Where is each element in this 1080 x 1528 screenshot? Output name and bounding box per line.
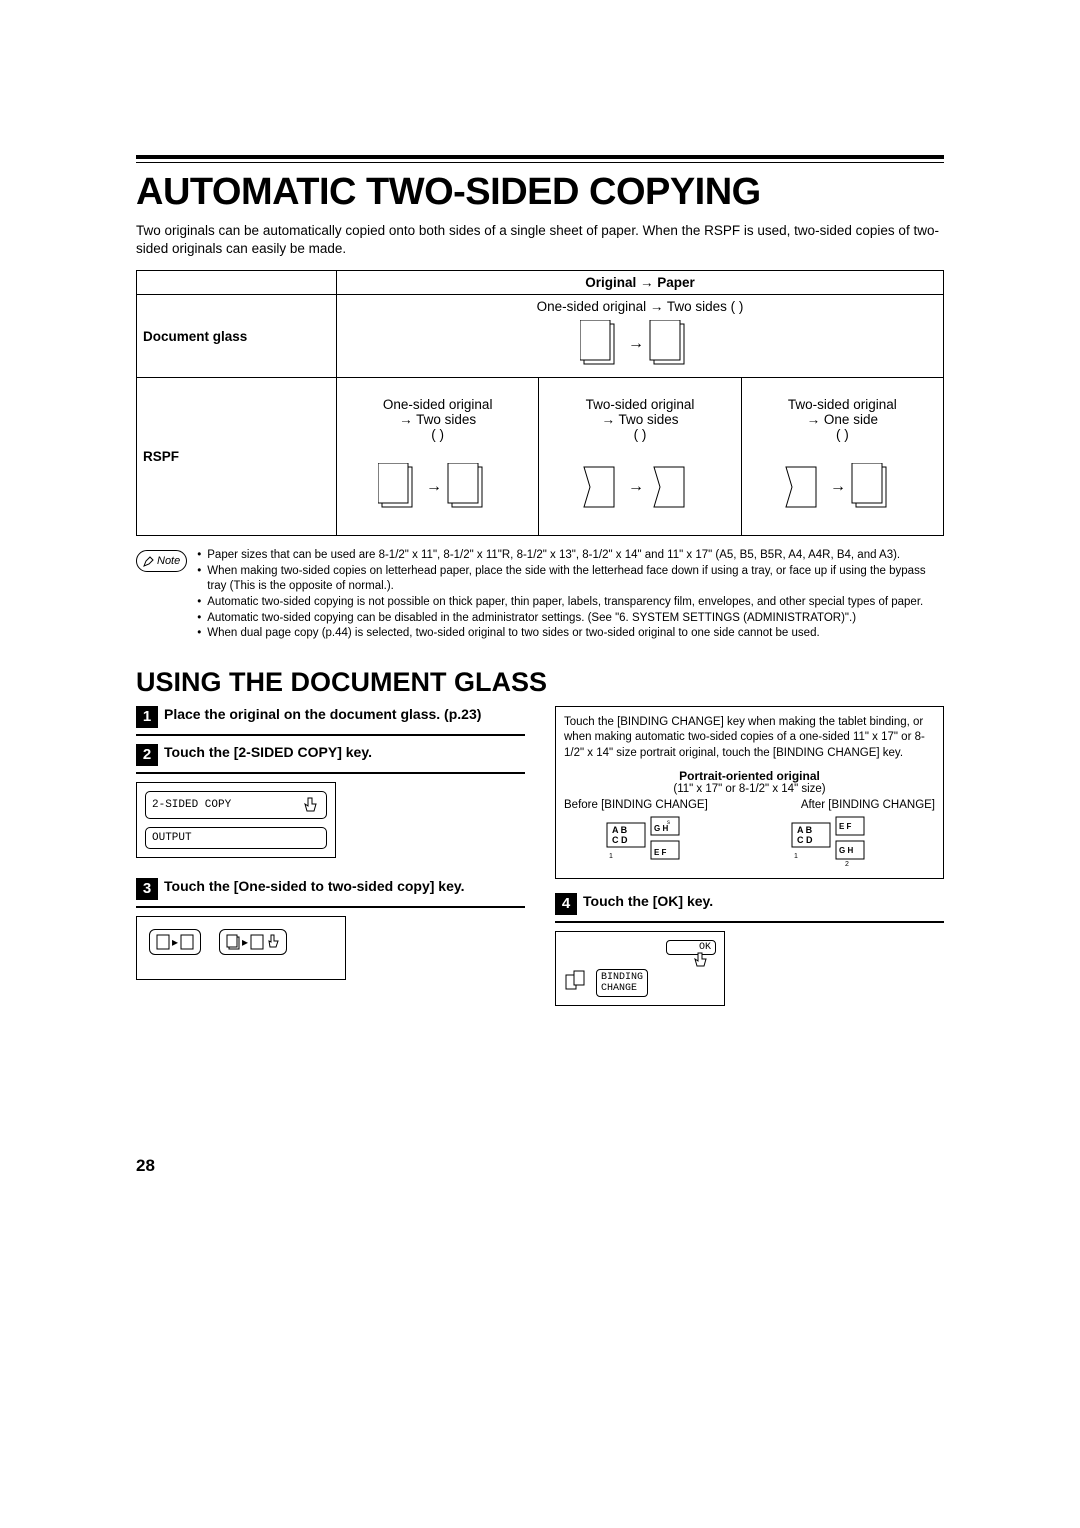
ui-panel-ok: OK BINDING CHANGE bbox=[555, 931, 725, 1006]
svg-text:A B: A B bbox=[797, 825, 813, 835]
svg-text:C D: C D bbox=[612, 835, 628, 845]
note-item: Automatic two-sided copying is not possi… bbox=[197, 595, 944, 611]
binding-subtitle: (11" x 17" or 8-1/2" x 14" size) bbox=[564, 783, 935, 795]
row-rspf: RSPF bbox=[137, 378, 337, 536]
change-label: CHANGE bbox=[601, 983, 643, 994]
step-4: 4 Touch the [OK] key. bbox=[555, 893, 944, 915]
step-2-text: Touch the [2-SIDED COPY] key. bbox=[164, 744, 372, 766]
step-2: 2 Touch the [2-SIDED COPY] key. bbox=[136, 744, 525, 766]
table-header: Original → Paper bbox=[337, 271, 944, 295]
two-sided-copy-button[interactable]: 2-SIDED COPY bbox=[145, 791, 327, 819]
binding-info-text: Touch the [BINDING CHANGE] key when maki… bbox=[564, 715, 935, 762]
rspf-diagram-a: → bbox=[343, 448, 532, 516]
left-column: 1 Place the original on the document gla… bbox=[136, 706, 525, 1007]
binding-info-box: Touch the [BINDING CHANGE] key when maki… bbox=[555, 706, 944, 880]
note-item: Automatic two-sided copying can be disab… bbox=[197, 611, 944, 627]
svg-text:→: → bbox=[426, 478, 442, 495]
manual-page: AUTOMATIC TWO-SIDED COPYING Two original… bbox=[0, 0, 1080, 1236]
ok-button[interactable]: OK bbox=[666, 940, 716, 955]
note-list: Paper sizes that can be used are 8-1/2" … bbox=[187, 548, 944, 641]
copy-mode-table: Original → Paper Document glass One-side… bbox=[136, 270, 944, 536]
before-label: Before [BINDING CHANGE] bbox=[564, 799, 708, 811]
ui-panel-2sided: 2-SIDED COPY OUTPUT bbox=[136, 782, 336, 858]
svg-text:E F: E F bbox=[654, 848, 667, 857]
svg-text:1: 1 bbox=[794, 853, 798, 860]
svg-text:2: 2 bbox=[845, 861, 849, 868]
note-item: Paper sizes that can be used are 8-1/2" … bbox=[197, 548, 944, 564]
output-label: OUTPUT bbox=[152, 832, 192, 844]
one-to-two-option[interactable]: ▸ bbox=[219, 929, 287, 955]
two-sided-copy-label: 2-SIDED COPY bbox=[152, 799, 231, 811]
row-document-glass: Document glass bbox=[137, 295, 337, 378]
ui-panel-copymode: ▸ ▸ bbox=[136, 916, 346, 980]
hand-pointer-icon bbox=[266, 934, 280, 950]
note-item: When making two-sided copies on letterhe… bbox=[197, 564, 944, 595]
svg-text:G H: G H bbox=[654, 824, 668, 833]
step-1: 1 Place the original on the document gla… bbox=[136, 706, 525, 728]
output-button[interactable]: OUTPUT bbox=[145, 827, 327, 849]
svg-text:→: → bbox=[628, 478, 644, 495]
intro-text: Two originals can be automatically copie… bbox=[136, 222, 944, 258]
after-label: After [BINDING CHANGE] bbox=[801, 799, 935, 811]
pencil-icon bbox=[143, 555, 155, 567]
step-4-text: Touch the [OK] key. bbox=[583, 893, 713, 915]
note-label: Note bbox=[157, 555, 180, 567]
note-box: Note Paper sizes that can be used are 8-… bbox=[136, 548, 944, 641]
binding-change-button[interactable]: BINDING CHANGE bbox=[596, 969, 648, 997]
rspf-cell-b: Two-sided original → Two sides ( ) bbox=[586, 397, 695, 442]
svg-text:C D: C D bbox=[797, 835, 813, 845]
step-1-text: Place the original on the document glass… bbox=[164, 706, 481, 728]
svg-text:→: → bbox=[830, 478, 846, 495]
title-rule bbox=[136, 155, 944, 163]
right-column: Touch the [BINDING CHANGE] key when maki… bbox=[555, 706, 944, 1007]
binding-label: BINDING bbox=[601, 972, 643, 983]
binding-diagram: A B C D 1 s G H E F A B C D 1 bbox=[564, 815, 935, 870]
step-3-text: Touch the [One-sided to two-sided copy] … bbox=[164, 878, 465, 900]
hand-pointer-icon bbox=[692, 951, 710, 969]
step-number: 2 bbox=[136, 744, 158, 766]
docglass-caption: One-sided original → Two sides ( ) bbox=[343, 299, 937, 314]
page-number: 28 bbox=[136, 1156, 944, 1176]
svg-text:E F: E F bbox=[839, 822, 852, 831]
page-title: AUTOMATIC TWO-SIDED COPYING bbox=[136, 171, 944, 214]
one-to-one-option[interactable]: ▸ bbox=[149, 929, 201, 955]
svg-text:→: → bbox=[628, 335, 644, 352]
hand-pointer-icon bbox=[302, 796, 320, 814]
rspf-diagram-b: → bbox=[545, 448, 734, 516]
step-3: 3 Touch the [One-sided to two-sided copy… bbox=[136, 878, 525, 900]
step-number: 1 bbox=[136, 706, 158, 728]
note-pill: Note bbox=[136, 550, 187, 572]
binding-title: Portrait-oriented original bbox=[564, 769, 935, 783]
rspf-cell-a: One-sided original → Two sides ( ) bbox=[383, 397, 493, 442]
svg-text:1: 1 bbox=[609, 853, 613, 860]
svg-text:G H: G H bbox=[839, 846, 853, 855]
note-item: When dual page copy (p.44) is selected, … bbox=[197, 626, 944, 642]
step-number: 3 bbox=[136, 878, 158, 900]
docglass-diagram: → bbox=[343, 320, 937, 373]
duplex-icon bbox=[564, 969, 590, 997]
svg-text:A B: A B bbox=[612, 825, 628, 835]
step-number: 4 bbox=[555, 893, 577, 915]
section-heading: USING THE DOCUMENT GLASS bbox=[136, 667, 944, 698]
rspf-cell-c: Two-sided original → One side ( ) bbox=[788, 397, 897, 442]
rspf-diagram-c: → bbox=[748, 448, 937, 516]
